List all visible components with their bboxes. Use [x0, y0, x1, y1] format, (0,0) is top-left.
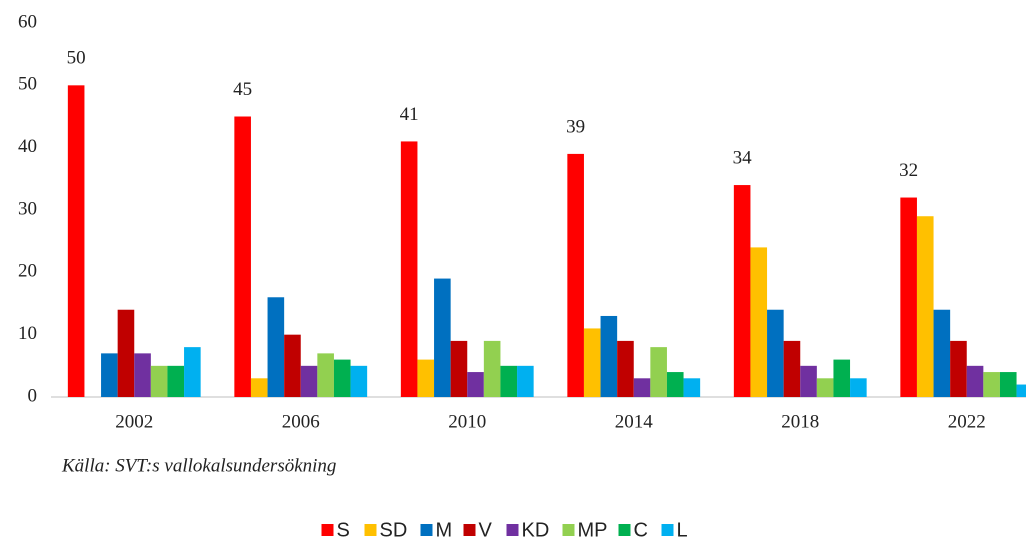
bar — [933, 309, 951, 397]
bar — [450, 340, 468, 397]
y-tick-label: 0 — [28, 385, 38, 406]
bar — [983, 372, 1000, 397]
value-label: 34 — [733, 147, 753, 168]
value-label: 41 — [400, 104, 419, 125]
legend-label: V — [479, 519, 493, 538]
bar — [467, 372, 484, 397]
bar — [184, 347, 201, 397]
bar — [999, 372, 1017, 397]
legend-swatch — [364, 524, 377, 536]
bar — [517, 365, 534, 397]
bar — [167, 365, 185, 397]
bar — [916, 216, 934, 397]
source-note: Källa: SVT:s vallokalsundersökning — [61, 455, 336, 476]
bar — [583, 328, 601, 397]
bar — [800, 365, 817, 397]
bar — [683, 378, 701, 397]
bar — [417, 359, 435, 397]
legend-swatch — [420, 524, 433, 536]
bar — [850, 378, 867, 397]
bar — [284, 334, 301, 397]
value-label: 45 — [233, 79, 252, 100]
legend-swatch — [661, 524, 674, 536]
bar — [134, 353, 151, 397]
bar — [250, 378, 268, 397]
legend-label: SD — [380, 519, 408, 538]
bar — [750, 247, 768, 397]
legend-label: C — [634, 519, 648, 538]
bar — [567, 153, 584, 397]
x-tick-label: 2022 — [948, 411, 986, 432]
legend-label: M — [436, 519, 453, 538]
y-tick-label: 40 — [18, 136, 37, 157]
bar — [833, 359, 851, 397]
value-label: 39 — [566, 116, 585, 137]
bar — [650, 347, 667, 397]
y-tick-label: 50 — [18, 74, 37, 95]
x-tick-label: 2006 — [282, 411, 320, 432]
legend-swatch — [506, 524, 519, 536]
bar — [267, 297, 285, 397]
bar — [400, 141, 418, 397]
value-label: 50 — [67, 48, 86, 69]
value-label: 32 — [899, 160, 918, 181]
bar — [483, 340, 501, 397]
legend-label: S — [337, 519, 350, 538]
bar — [950, 340, 967, 397]
bar — [617, 340, 634, 397]
bar — [1016, 384, 1026, 397]
x-tick-label: 2002 — [115, 411, 153, 432]
legend-swatch — [562, 524, 575, 536]
bar — [300, 365, 318, 397]
legend-swatch — [321, 524, 334, 536]
bar — [67, 85, 85, 397]
legend-label: MP — [578, 519, 608, 538]
bar — [350, 365, 368, 397]
x-tick-label: 2010 — [448, 411, 486, 432]
bar — [317, 353, 334, 397]
bar — [767, 309, 784, 397]
bar — [101, 353, 118, 397]
bar — [234, 116, 251, 397]
x-tick-label: 2018 — [781, 411, 819, 432]
bar — [600, 315, 618, 397]
legend-swatch — [618, 524, 631, 536]
bar — [633, 378, 651, 397]
bar — [733, 185, 751, 397]
bar — [150, 365, 168, 397]
y-tick-label: 20 — [18, 261, 37, 282]
bar — [434, 278, 451, 397]
bar — [333, 359, 351, 397]
bar — [900, 197, 917, 397]
y-tick-label: 60 — [18, 11, 37, 32]
bar — [966, 365, 984, 397]
bar — [117, 309, 135, 397]
legend-swatch — [463, 524, 476, 536]
legend-label: L — [677, 519, 688, 538]
bar — [816, 378, 834, 397]
bar — [666, 372, 684, 397]
y-tick-label: 30 — [18, 198, 37, 219]
bar — [500, 365, 518, 397]
legend-label: KD — [522, 519, 550, 538]
bar — [783, 340, 801, 397]
x-tick-label: 2014 — [615, 411, 654, 432]
y-tick-label: 10 — [18, 323, 37, 344]
